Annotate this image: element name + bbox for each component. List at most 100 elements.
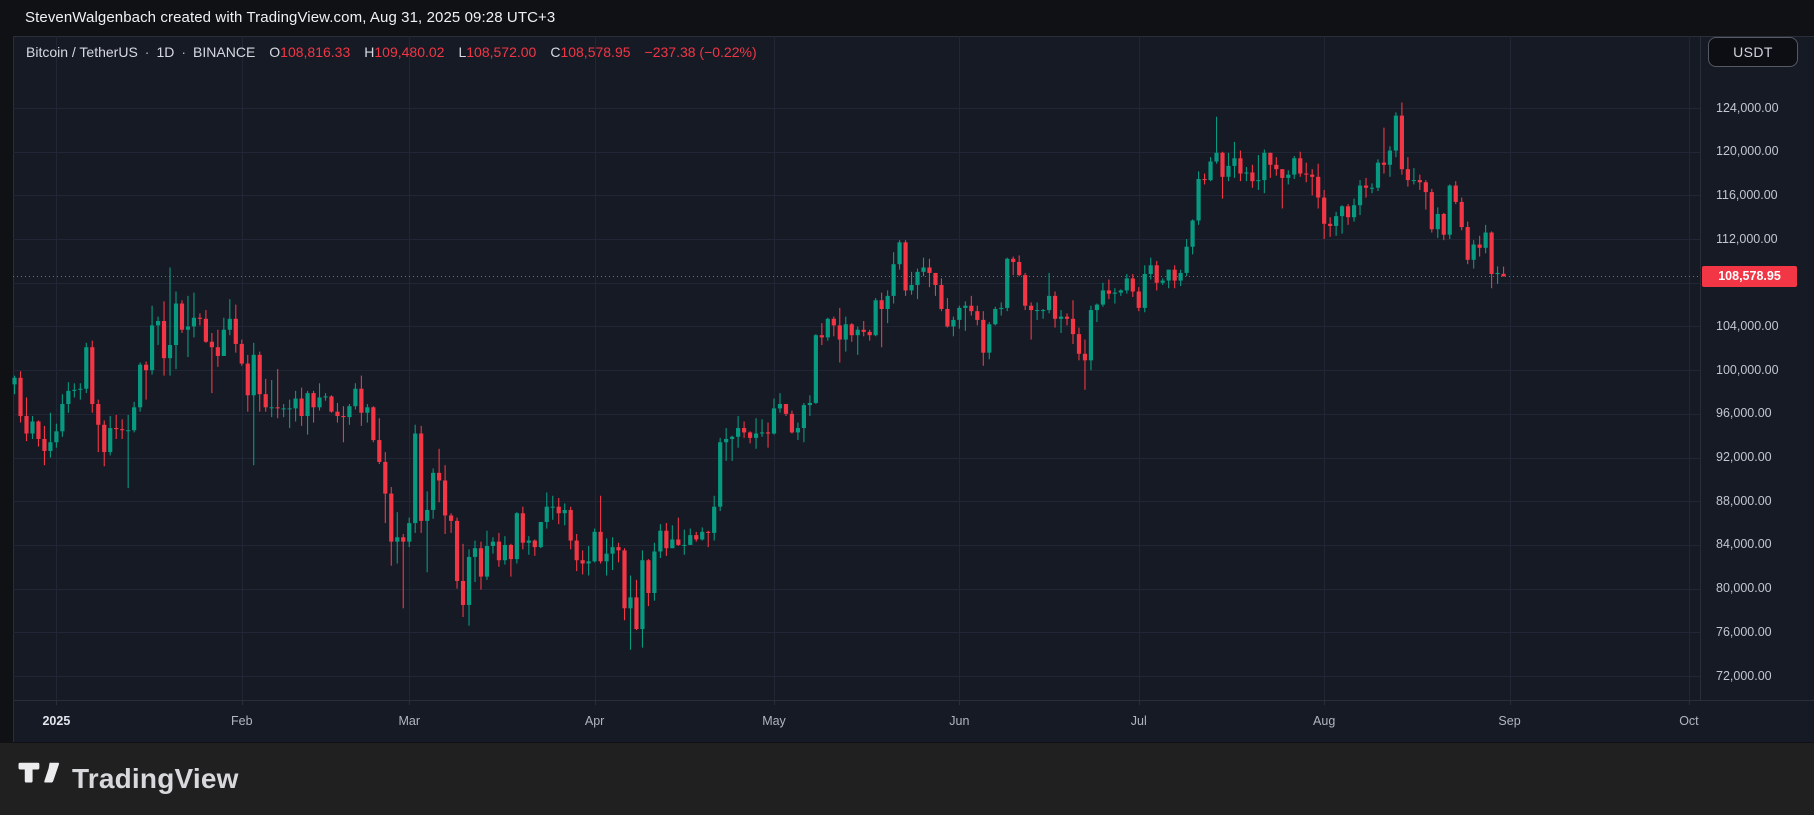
currency-toggle-button[interactable]: USDT — [1708, 37, 1798, 67]
candle-body — [1375, 162, 1381, 188]
candle-body — [1190, 220, 1195, 247]
candle-body — [126, 430, 131, 432]
candle-body — [490, 541, 496, 547]
candle-body — [831, 318, 836, 326]
symbol-name[interactable]: Bitcoin / TetherUS — [26, 44, 138, 60]
candle-body — [1256, 180, 1261, 182]
candle-body — [682, 544, 687, 546]
interval-label[interactable]: 1D — [156, 44, 175, 60]
candle-body — [1023, 275, 1028, 306]
candle-body — [239, 343, 244, 364]
candle-body — [1035, 310, 1040, 312]
candle-body — [1226, 165, 1231, 177]
candle-body — [1501, 273, 1506, 277]
candle-body — [634, 597, 639, 630]
candle-body — [78, 388, 83, 390]
candle-body — [269, 407, 274, 409]
candle-body — [383, 461, 388, 494]
candle-body — [209, 341, 214, 348]
candle-body — [933, 272, 938, 285]
candle-body — [18, 377, 23, 417]
candle-body — [562, 509, 567, 514]
candle-body — [742, 428, 747, 433]
candle-body — [1011, 258, 1016, 263]
price-tick-label: 84,000.00 — [1716, 537, 1772, 552]
candle-body — [114, 428, 119, 430]
price-tick-label: 124,000.00 — [1716, 100, 1779, 115]
candle-body — [311, 393, 316, 408]
candle-body — [1316, 176, 1321, 198]
candle-body — [120, 429, 125, 431]
candle-body — [24, 416, 29, 434]
candle-body — [879, 300, 884, 309]
price-tick-label: 88,000.00 — [1716, 493, 1772, 508]
chart-panel — [13, 36, 1814, 742]
candle-body — [1268, 152, 1273, 165]
candle-body — [1136, 291, 1141, 308]
candle-body — [610, 547, 615, 554]
candle-body — [676, 539, 681, 545]
candle-body — [437, 472, 442, 481]
candle-body — [395, 537, 400, 542]
candle-body — [819, 335, 824, 338]
candle-body — [736, 428, 741, 437]
candle-body — [664, 530, 669, 549]
candle-body — [472, 548, 478, 557]
candle-body — [508, 544, 513, 560]
time-tick-label: 2025 — [42, 714, 71, 728]
candle-body — [855, 329, 860, 336]
candle-body — [1381, 162, 1387, 165]
candle-body — [359, 388, 364, 413]
candle-body — [1304, 173, 1309, 175]
candle-body — [419, 433, 424, 521]
candle-body — [969, 305, 974, 312]
candle-body — [48, 442, 53, 451]
tradingview-logo[interactable]: TradingView — [18, 761, 239, 797]
candle-body — [1328, 223, 1333, 226]
candle-body — [712, 506, 717, 533]
candle-body — [628, 597, 633, 609]
candle-body — [652, 551, 657, 593]
candle-body — [939, 284, 944, 309]
candle-body — [765, 432, 771, 434]
candle-body — [478, 548, 484, 577]
candle-body — [915, 271, 920, 285]
candle-body — [1076, 334, 1082, 354]
candle-body — [317, 397, 322, 408]
candle-body — [365, 407, 370, 413]
candle-body — [1202, 179, 1207, 181]
candle-body — [305, 393, 310, 417]
candle-body — [90, 347, 95, 405]
candle-body — [646, 560, 651, 593]
candle-body — [903, 242, 908, 291]
candle-body — [1029, 305, 1034, 311]
candle-body — [753, 433, 759, 438]
candle-body — [245, 363, 250, 396]
candle-body — [448, 515, 454, 521]
candle-body — [1471, 244, 1476, 260]
candle-body — [580, 560, 585, 564]
candle-body — [849, 324, 854, 336]
candle-body — [60, 404, 65, 432]
candle-body — [526, 540, 531, 543]
candle-body — [108, 428, 113, 453]
price-tick-label: 92,000.00 — [1716, 450, 1772, 465]
price-tick-label: 112,000.00 — [1716, 231, 1778, 246]
candle-body — [460, 580, 466, 605]
symbol-legend[interactable]: Bitcoin / TetherUS · 1D · BINANCE O108,8… — [26, 44, 757, 60]
candle-body — [891, 264, 896, 296]
candle-body — [281, 408, 286, 410]
candle-body — [203, 318, 208, 342]
candle-body — [1196, 179, 1201, 221]
candle-body — [1124, 278, 1129, 291]
candle-body — [718, 442, 723, 507]
ohlc-high: H109,480.02 — [364, 44, 445, 60]
candle-body — [84, 347, 89, 389]
candle-body — [1453, 185, 1458, 202]
candle-body — [96, 404, 101, 425]
candle-body — [520, 513, 525, 543]
candle-body — [496, 541, 502, 561]
candle-body — [1274, 164, 1279, 170]
candle-body — [795, 428, 801, 433]
